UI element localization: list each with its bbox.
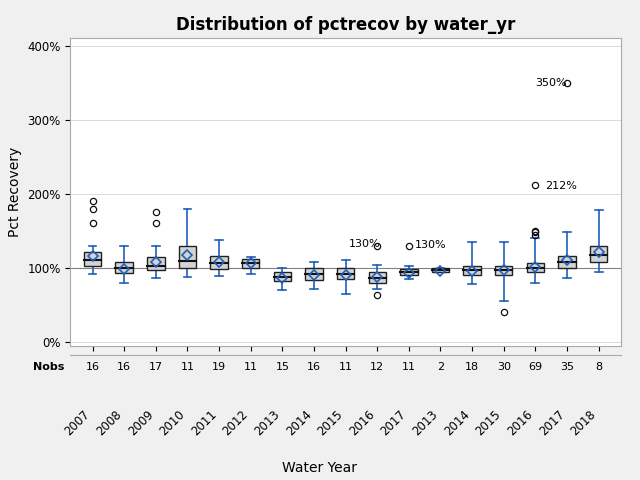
Text: 16: 16	[307, 362, 321, 372]
Text: 130%: 130%	[415, 240, 447, 250]
Text: 12: 12	[370, 362, 384, 372]
Text: 2013: 2013	[252, 408, 282, 438]
Text: 2010: 2010	[157, 408, 188, 438]
Text: 2009: 2009	[125, 408, 156, 438]
Text: 2: 2	[437, 362, 444, 372]
Bar	[400, 269, 417, 275]
Bar	[463, 265, 481, 275]
Text: 350%: 350%	[536, 78, 567, 88]
Text: 2007: 2007	[62, 408, 93, 438]
Text: 69: 69	[529, 362, 543, 372]
Bar	[274, 272, 291, 281]
Text: 16: 16	[117, 362, 131, 372]
Text: 2015: 2015	[316, 408, 346, 438]
Text: 2017: 2017	[378, 408, 409, 438]
Text: 2016: 2016	[347, 408, 377, 438]
Text: 2016: 2016	[505, 408, 536, 438]
Title: Distribution of pctrecov by water_yr: Distribution of pctrecov by water_yr	[176, 16, 515, 34]
Bar	[84, 252, 101, 265]
Bar	[305, 268, 323, 280]
Text: 11: 11	[339, 362, 353, 372]
Text: 2015: 2015	[474, 408, 504, 438]
Text: 11: 11	[402, 362, 416, 372]
Text: 8: 8	[595, 362, 602, 372]
Text: 2014: 2014	[284, 408, 314, 438]
Text: 2011: 2011	[189, 408, 219, 438]
Text: 17: 17	[148, 362, 163, 372]
Text: Water Year: Water Year	[282, 461, 358, 475]
Bar	[211, 256, 228, 269]
Bar	[495, 265, 513, 275]
Bar	[527, 263, 544, 272]
Bar	[590, 246, 607, 262]
Bar	[242, 259, 259, 268]
Text: 2017: 2017	[537, 408, 567, 438]
Bar	[432, 268, 449, 272]
Text: 15: 15	[275, 362, 289, 372]
Text: 19: 19	[212, 362, 226, 372]
Text: 2018: 2018	[568, 408, 598, 438]
Bar	[179, 246, 196, 268]
Text: 2012: 2012	[220, 408, 251, 438]
Bar	[115, 262, 133, 273]
Y-axis label: Pct Recovery: Pct Recovery	[8, 147, 22, 237]
Bar	[337, 268, 355, 279]
Text: 16: 16	[86, 362, 100, 372]
Text: 2008: 2008	[94, 408, 124, 438]
Bar	[369, 272, 386, 283]
Text: 130%: 130%	[349, 239, 380, 249]
Text: 2013: 2013	[410, 408, 440, 438]
Text: 18: 18	[465, 362, 479, 372]
Text: 35: 35	[560, 362, 574, 372]
Text: 11: 11	[244, 362, 258, 372]
Bar	[558, 256, 576, 268]
Text: Nobs: Nobs	[33, 362, 64, 372]
Text: 11: 11	[180, 362, 195, 372]
Text: 30: 30	[497, 362, 511, 372]
Text: 212%: 212%	[545, 181, 577, 192]
Bar	[147, 257, 164, 270]
Text: 2014: 2014	[442, 408, 472, 438]
